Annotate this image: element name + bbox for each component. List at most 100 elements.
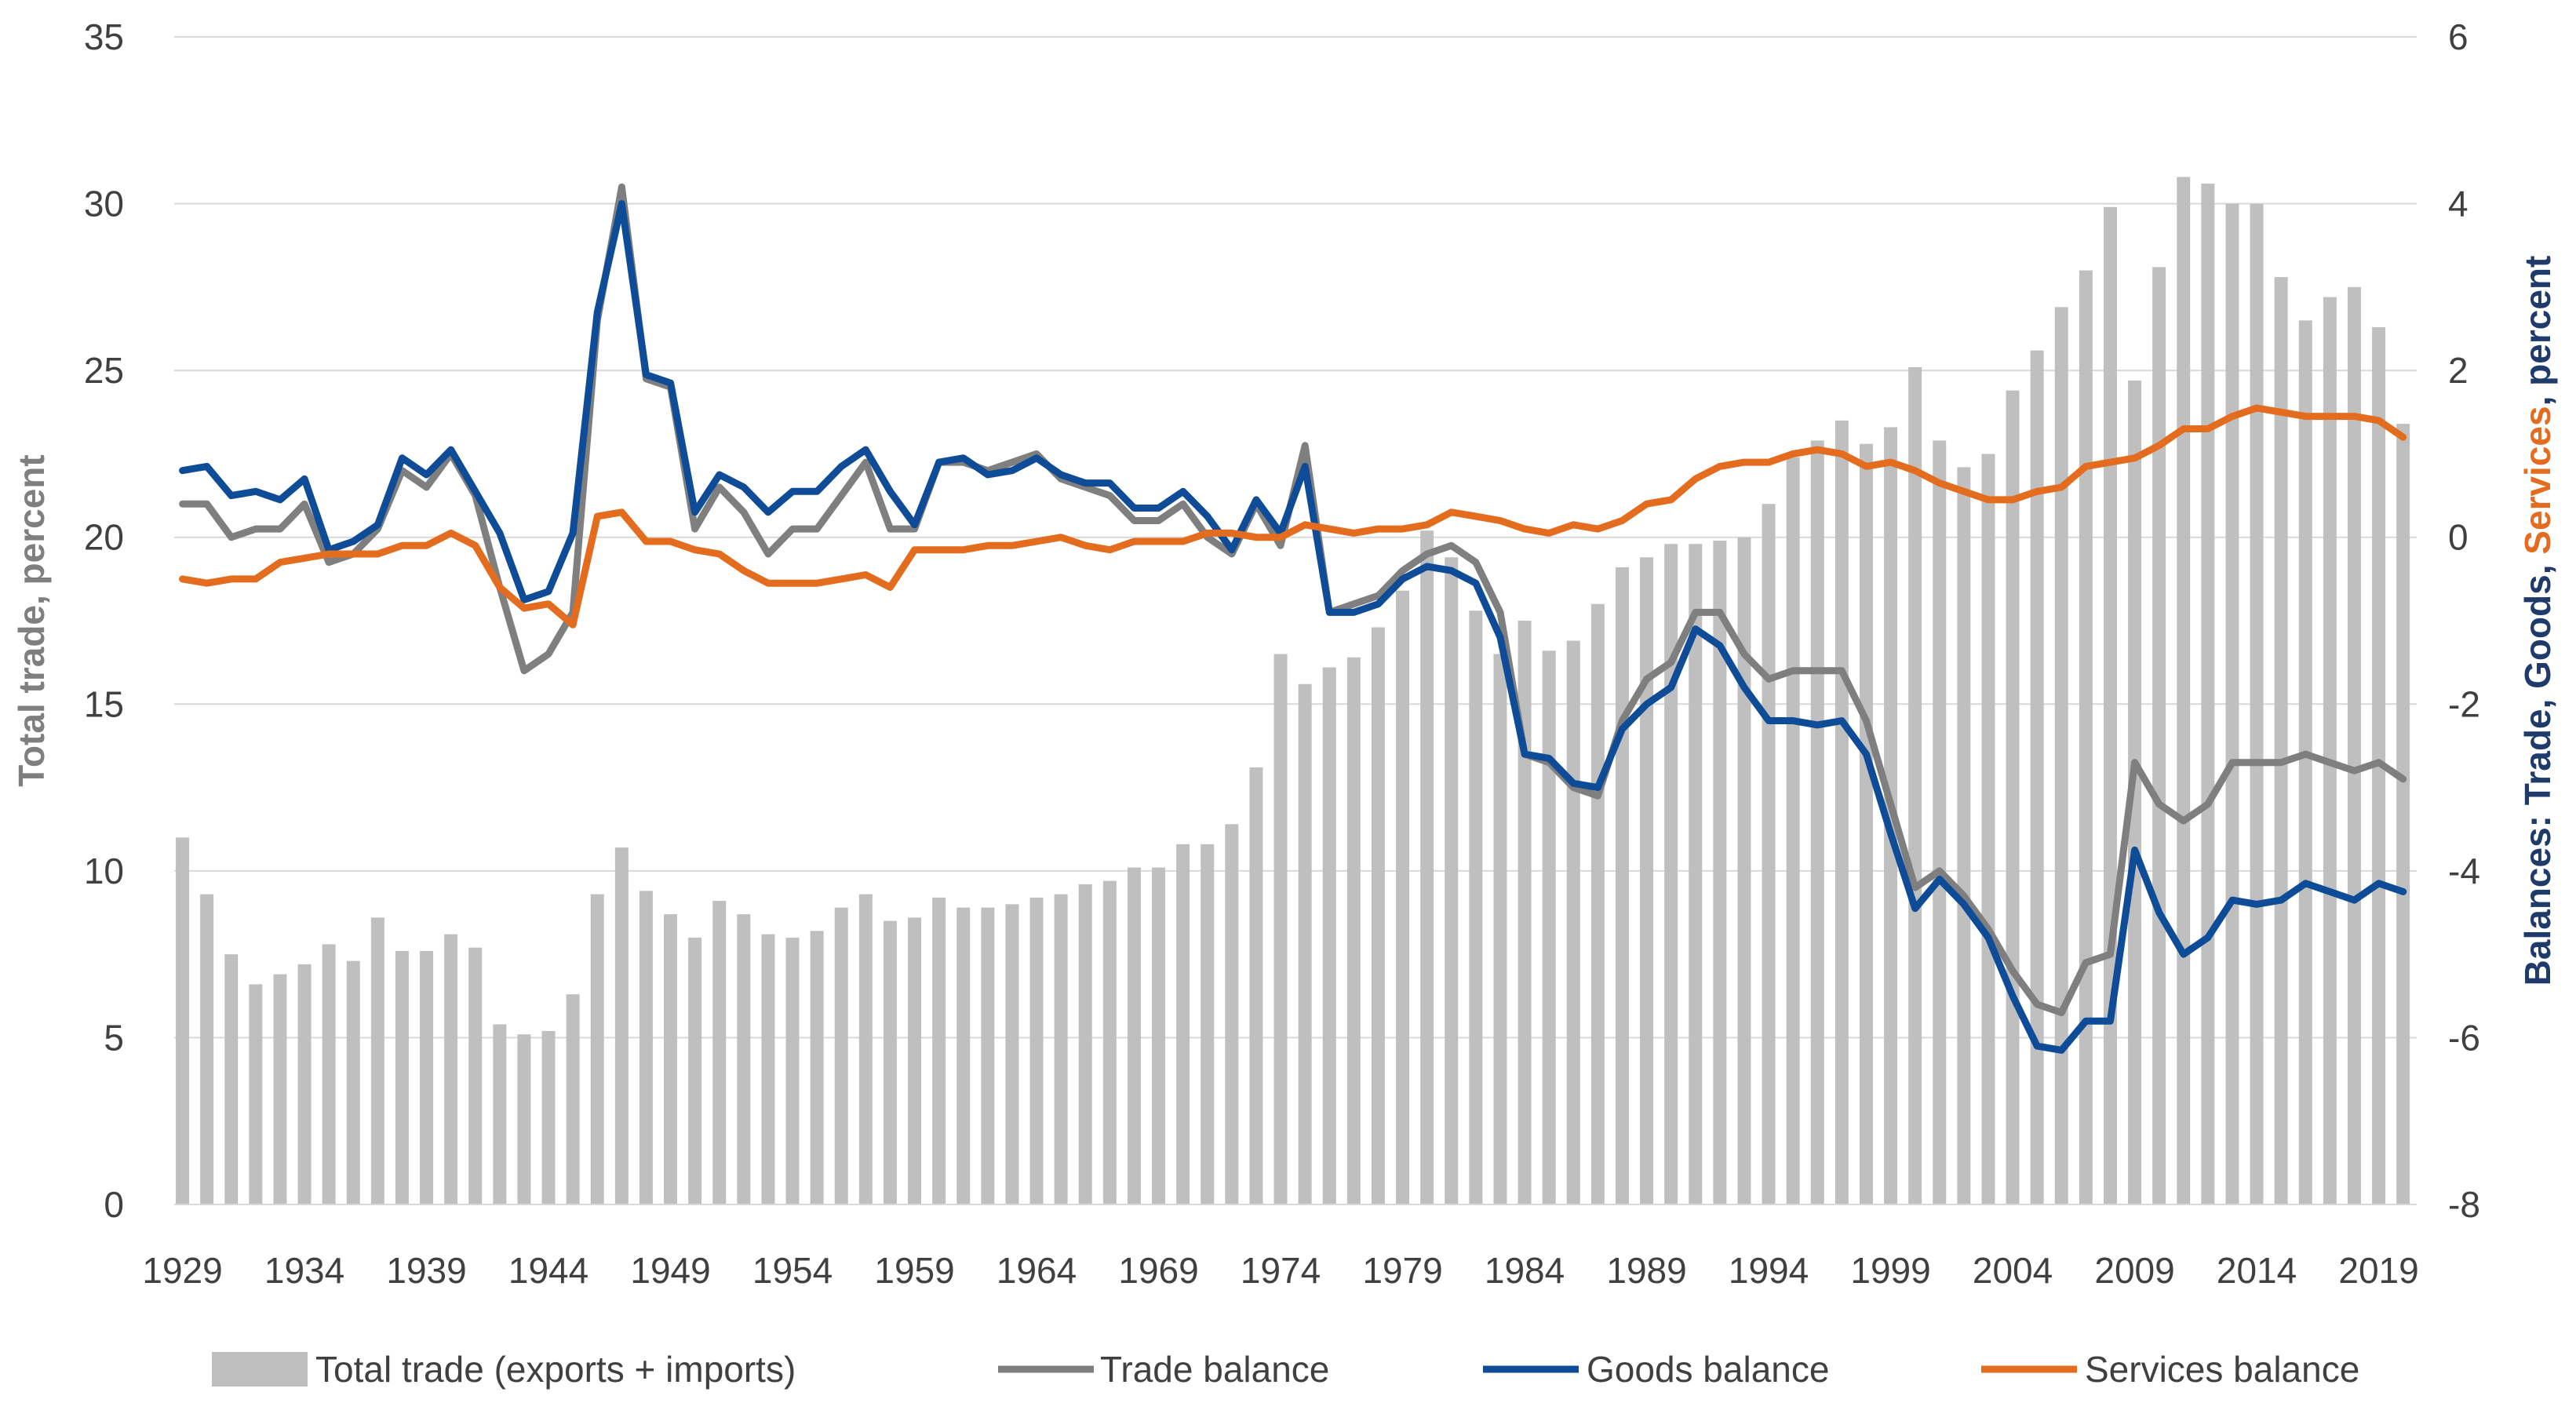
total-trade-bar — [249, 984, 263, 1204]
total-trade-bar — [1273, 654, 1288, 1204]
total-trade-bar — [1493, 654, 1507, 1204]
left-axis-tick-label: 30 — [84, 184, 124, 224]
total-trade-bar — [566, 994, 580, 1204]
total-trade-bar — [1225, 824, 1239, 1204]
total-trade-bar — [2103, 206, 2117, 1204]
total-trade-bar — [468, 947, 483, 1204]
left-axis-tick-label: 10 — [84, 851, 124, 891]
x-axis-tick-label: 1959 — [874, 1250, 954, 1291]
total-trade-bar — [1835, 420, 1849, 1204]
total-trade-bar — [2030, 350, 2044, 1204]
right-axis-tick-label: 0 — [2448, 517, 2469, 558]
x-axis-tick-label: 2009 — [2094, 1250, 2174, 1291]
total-trade-bar — [834, 907, 848, 1204]
x-axis-tick-label: 1954 — [752, 1250, 833, 1291]
total-trade-bar — [1078, 884, 1092, 1204]
left-axis-tick-label: 20 — [84, 517, 124, 558]
total-trade-bar — [1102, 880, 1117, 1204]
left-axis-tick-label: 25 — [84, 350, 124, 391]
total-trade-bar — [2274, 277, 2288, 1205]
total-trade-bar — [1664, 544, 1678, 1204]
total-trade-bar — [2006, 390, 2020, 1205]
x-axis-tick-label: 1949 — [630, 1250, 710, 1291]
total-trade-bar — [395, 950, 409, 1204]
legend-label: Trade balance — [1100, 1349, 1329, 1390]
total-trade-bar — [1518, 621, 1532, 1204]
total-trade-bar — [1933, 440, 1947, 1204]
total-trade-bar — [2177, 177, 2191, 1204]
total-trade-bar — [1371, 627, 1385, 1204]
services-balance-line — [179, 404, 2407, 629]
left-axis-tick-label: 5 — [104, 1017, 124, 1058]
total-trade-bar — [590, 894, 604, 1204]
total-trade-bar — [2250, 203, 2264, 1205]
total-trade-bar — [1810, 440, 1824, 1204]
left-axis-tick-label: 35 — [84, 16, 124, 57]
total-trade-bar — [785, 937, 800, 1204]
total-trade-bar — [1981, 454, 1995, 1204]
total-trade-bar — [761, 934, 775, 1204]
total-trade-bar — [2347, 286, 2361, 1204]
total-trade-bar — [1298, 683, 1312, 1204]
total-trade-bar — [517, 1034, 531, 1204]
x-axis-tick-label: 1969 — [1118, 1250, 1198, 1291]
total-trade-bar — [932, 897, 946, 1204]
total-trade-bar — [2054, 307, 2068, 1204]
total-trade-bar — [1737, 537, 1751, 1204]
x-axis-tick-label: 1989 — [1606, 1250, 1686, 1291]
right-axis-tick-label: 4 — [2448, 184, 2469, 224]
total-trade-bar — [1346, 657, 1361, 1204]
total-trade-bar — [614, 847, 629, 1204]
total-trade-bar — [346, 960, 360, 1204]
total-trade-bar — [2128, 380, 2142, 1204]
total-trade-bar — [1176, 844, 1190, 1204]
legend-label: Services balance — [2085, 1349, 2359, 1390]
total-trade-bar — [273, 974, 287, 1204]
total-trade-bar — [1420, 530, 1434, 1204]
total-trade-bar — [444, 934, 458, 1204]
total-trade-bar — [1713, 540, 1727, 1204]
total-trade-bar — [322, 944, 336, 1204]
x-axis-tick-label: 2019 — [2338, 1250, 2418, 1291]
total-trade-bar — [2152, 267, 2166, 1204]
total-trade-bar — [688, 937, 702, 1204]
total-trade-bar — [1640, 557, 1654, 1204]
right-axis-title: Balances: Trade, Goods, Services, percen… — [2517, 256, 2558, 986]
goods-balance-line — [179, 200, 2407, 1054]
total-trade-bar — [956, 907, 971, 1204]
total-trade-bar — [981, 907, 995, 1204]
x-axis-tick-label: 1934 — [264, 1250, 344, 1291]
x-axis-tick-label: 1999 — [1850, 1250, 1930, 1291]
left-axis-tick-label: 15 — [84, 683, 124, 724]
total-trade-bar — [176, 837, 190, 1204]
total-trade-bar — [810, 931, 824, 1204]
total-trade-bar — [2225, 203, 2239, 1205]
total-trade-bar — [1322, 667, 1336, 1204]
x-axis-tick-label: 2014 — [2217, 1250, 2297, 1291]
x-axis-tick-label: 1984 — [1485, 1250, 1565, 1291]
total-trade-bar — [664, 914, 678, 1204]
legend-label: Goods balance — [1587, 1349, 1829, 1390]
total-trade-bars — [176, 177, 2410, 1205]
total-trade-bar — [1859, 443, 1873, 1204]
total-trade-bar — [1908, 366, 1922, 1205]
x-axis-tick-label: 1964 — [997, 1250, 1077, 1291]
total-trade-bar — [737, 914, 751, 1204]
right-axis-tick-label: -4 — [2448, 851, 2480, 891]
right-axis-title-part: , — [2517, 555, 2558, 575]
total-trade-bar — [1127, 867, 1141, 1204]
right-axis-tick-label: 6 — [2448, 16, 2469, 57]
total-trade-bar — [1201, 844, 1215, 1204]
total-trade-bar — [1005, 904, 1019, 1204]
total-trade-bar — [420, 950, 434, 1204]
total-trade-bar — [712, 901, 727, 1204]
x-axis-tick-label: 1994 — [1729, 1250, 1809, 1291]
right-axis-title-part: Goods — [2517, 574, 2558, 689]
total-trade-bar — [908, 917, 922, 1204]
right-axis-title-part: , percent — [2517, 256, 2558, 406]
total-trade-bar — [493, 1024, 507, 1204]
total-trade-bar — [1445, 557, 1459, 1204]
right-axis-tick-label: -6 — [2448, 1017, 2480, 1058]
total-trade-bar — [1469, 610, 1483, 1204]
